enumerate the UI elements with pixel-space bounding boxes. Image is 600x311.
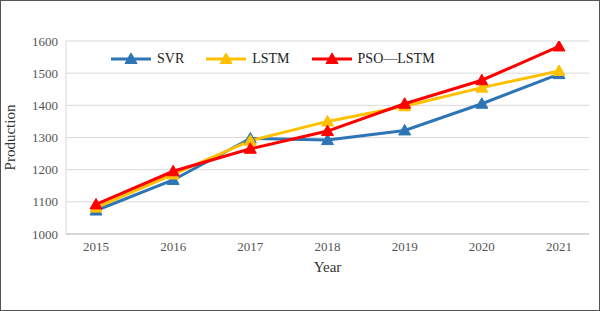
svg-text:2018: 2018	[315, 239, 341, 254]
svg-text:2020: 2020	[469, 239, 495, 254]
html-text:PSO—LSTM: PSO—LSTM	[357, 51, 435, 66]
svg-text:1000: 1000	[32, 227, 58, 242]
svg-text:1400: 1400	[32, 98, 58, 113]
svg-text:2019: 2019	[392, 239, 418, 254]
html-text:SVR: SVR	[157, 51, 185, 66]
svg-text:1200: 1200	[32, 162, 58, 177]
svg-text:Year: Year	[314, 259, 342, 275]
svg-text:2021: 2021	[546, 239, 572, 254]
svg-text:1100: 1100	[32, 194, 58, 209]
svg-text:1300: 1300	[32, 130, 58, 145]
html-text:LSTM: LSTM	[252, 51, 290, 66]
svg-text:1500: 1500	[32, 66, 58, 81]
svg-text:Production: Production	[8, 104, 18, 170]
svg-text:2017: 2017	[237, 239, 264, 254]
svg-text:1600: 1600	[32, 34, 58, 49]
svg-text:2016: 2016	[160, 239, 187, 254]
svg-text:2015: 2015	[83, 239, 109, 254]
